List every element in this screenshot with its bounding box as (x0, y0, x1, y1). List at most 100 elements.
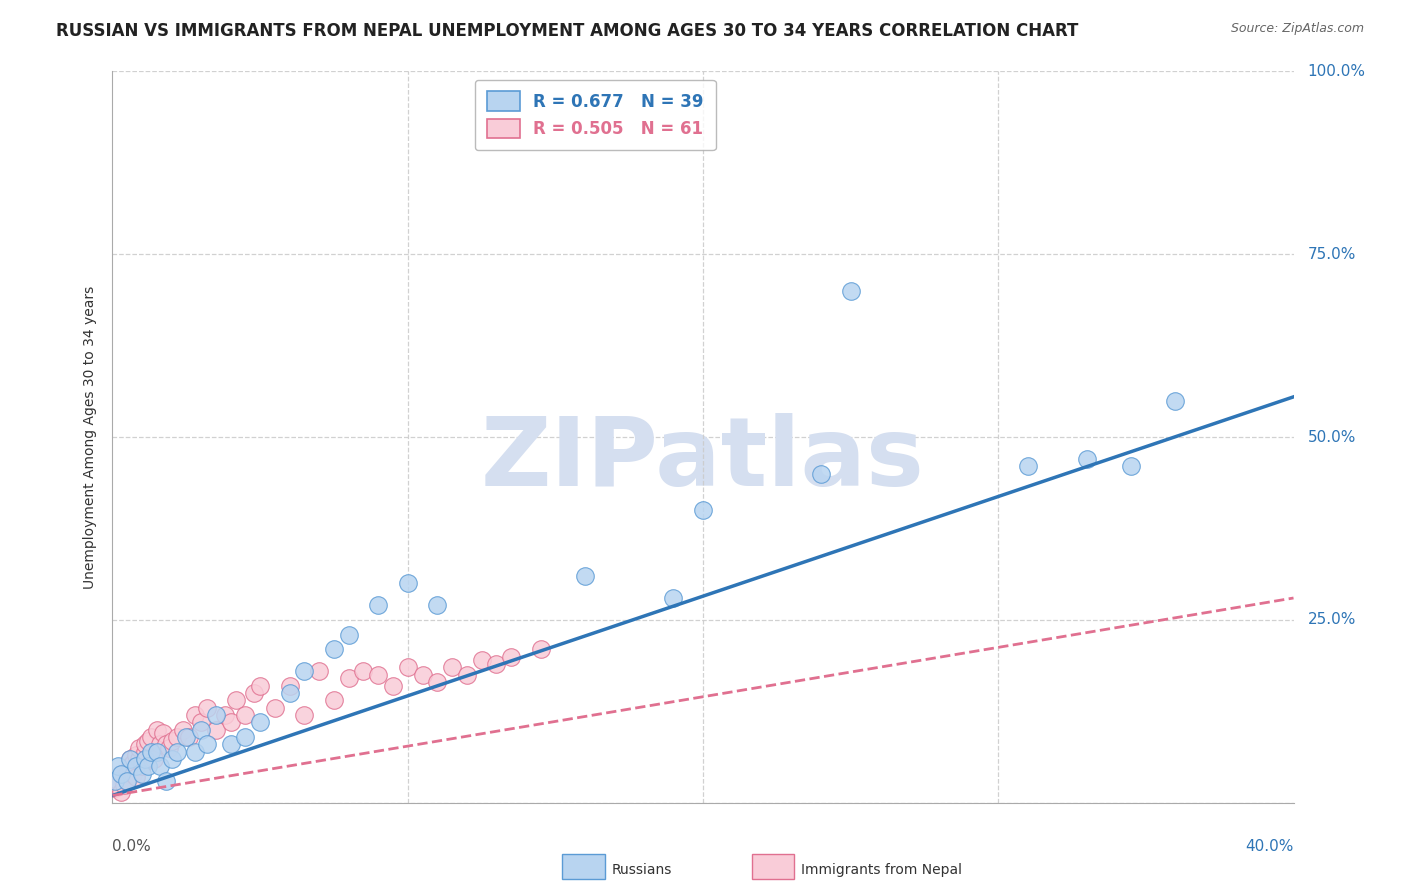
Point (225, 693, 247, 707)
Point (125, 770, 148, 784)
Text: 0.0%: 0.0% (112, 839, 152, 855)
Point (396, 576, 419, 591)
Point (104, 781, 127, 796)
Point (136, 759, 159, 773)
Point (166, 745, 188, 759)
Point (501, 649, 523, 664)
Point (367, 667, 389, 681)
Point (292, 664, 315, 678)
Text: 40.0%: 40.0% (1246, 839, 1294, 855)
Point (249, 679, 271, 693)
Point (128, 740, 150, 755)
Point (107, 777, 129, 792)
Point (160, 733, 183, 747)
Point (172, 723, 194, 737)
Point (131, 756, 153, 770)
Point (110, 785, 132, 799)
Point (205, 708, 228, 723)
Point (249, 715, 271, 730)
Point (352, 664, 374, 678)
Text: 25.0%: 25.0% (1308, 613, 1355, 627)
Point (125, 748, 148, 763)
Point (426, 599, 449, 613)
Text: ZIPatlas: ZIPatlas (481, 412, 925, 506)
Point (134, 737, 156, 751)
Point (139, 730, 162, 744)
Point (117, 773, 138, 788)
Point (142, 752, 165, 766)
Point (122, 766, 145, 780)
Point (337, 672, 360, 686)
Point (110, 766, 132, 780)
Text: 75.0%: 75.0% (1308, 247, 1355, 261)
Point (155, 773, 177, 788)
Point (323, 642, 346, 657)
Point (122, 756, 145, 770)
Point (396, 660, 419, 674)
Point (155, 737, 177, 751)
Point (134, 752, 156, 766)
Point (160, 752, 183, 766)
Point (120, 752, 142, 766)
Point (810, 467, 832, 481)
Point (233, 708, 256, 723)
Point (205, 723, 228, 737)
Point (125, 759, 148, 773)
Point (149, 759, 172, 773)
Point (117, 773, 138, 788)
Text: RUSSIAN VS IMMIGRANTS FROM NEPAL UNEMPLOYMENT AMONG AGES 30 TO 34 YEARS CORRELAT: RUSSIAN VS IMMIGRANTS FROM NEPAL UNEMPLO… (56, 22, 1078, 40)
Point (136, 733, 159, 747)
Point (839, 284, 862, 298)
Text: 100.0%: 100.0% (1308, 64, 1365, 78)
Text: 50.0%: 50.0% (1308, 430, 1355, 444)
Point (233, 730, 256, 744)
Point (107, 773, 129, 788)
Point (367, 599, 389, 613)
Point (157, 740, 180, 755)
Point (107, 759, 129, 773)
Point (485, 657, 508, 671)
Point (134, 745, 156, 759)
Point (195, 700, 218, 714)
Point (219, 737, 242, 751)
Point (426, 675, 449, 690)
Point (574, 569, 596, 583)
Point (264, 700, 287, 714)
Point (195, 737, 218, 751)
Point (382, 679, 405, 693)
Point (219, 715, 242, 730)
Point (128, 752, 150, 766)
Point (112, 770, 135, 784)
Point (120, 759, 142, 773)
Point (149, 737, 172, 751)
Point (117, 766, 138, 780)
Point (1076, 452, 1098, 467)
Point (131, 759, 153, 773)
Point (112, 777, 135, 792)
Legend: R = 0.677   N = 39, R = 0.505   N = 61: R = 0.677 N = 39, R = 0.505 N = 61 (475, 79, 716, 150)
Point (411, 667, 433, 681)
Point (243, 686, 266, 700)
Point (179, 730, 201, 744)
Point (441, 660, 464, 674)
Point (662, 591, 685, 605)
Point (214, 708, 236, 723)
Point (1119, 459, 1142, 474)
Text: Russians: Russians (612, 863, 672, 877)
Point (292, 708, 315, 723)
Point (190, 723, 212, 737)
Point (146, 723, 169, 737)
Point (456, 667, 478, 681)
Point (1164, 393, 1187, 408)
Point (184, 708, 207, 723)
Point (166, 730, 188, 744)
Point (1017, 459, 1039, 474)
Point (278, 686, 301, 700)
Point (146, 745, 169, 759)
Point (184, 745, 207, 759)
Point (174, 730, 197, 744)
Point (278, 679, 301, 693)
Point (308, 664, 330, 678)
Y-axis label: Unemployment Among Ages 30 to 34 years: Unemployment Among Ages 30 to 34 years (83, 285, 97, 589)
Point (529, 642, 551, 657)
